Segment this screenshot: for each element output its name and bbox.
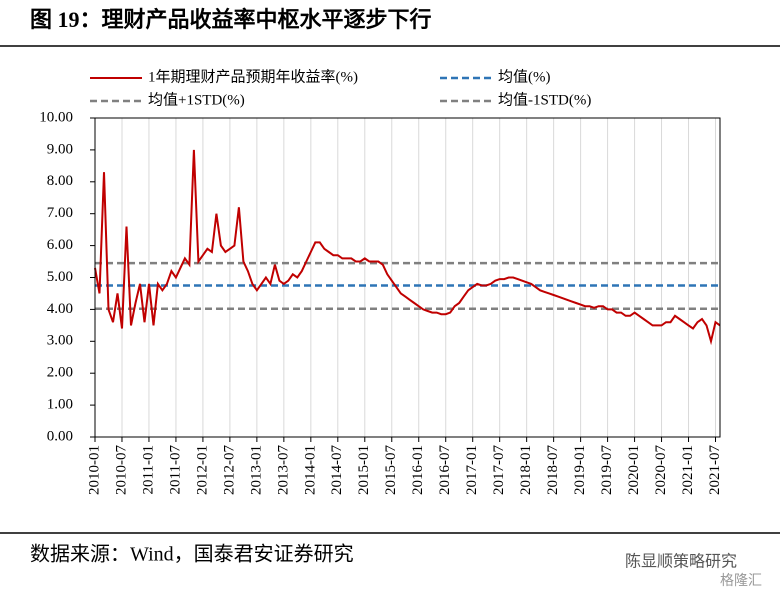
y-tick-label: 1.00 <box>47 397 73 413</box>
x-tick-label: 2018-07 <box>545 445 561 495</box>
watermark: 格隆汇 <box>720 573 762 589</box>
x-tick-label: 2016-01 <box>410 445 426 495</box>
plot-border <box>94 117 721 438</box>
x-tick-label: 2017-01 <box>464 445 480 495</box>
x-tick-label: 2013-01 <box>248 445 264 495</box>
x-tick-label: 2021-07 <box>707 445 723 495</box>
y-tick-label: 6.00 <box>47 237 73 253</box>
x-tick-label: 2011-01 <box>140 445 156 494</box>
x-tick-label: 2010-07 <box>113 445 129 495</box>
y-tick-label: 9.00 <box>47 141 73 157</box>
y-tick-label: 10.00 <box>39 109 73 125</box>
x-tick-label: 2016-07 <box>437 445 453 495</box>
chart-title: 图 19：理财产品收益率中枢水平逐步下行 <box>30 7 432 32</box>
watermark: 陈显顺策略研究 <box>625 553 737 571</box>
x-tick-label: 2019-07 <box>599 445 615 495</box>
x-tick-label: 2021-01 <box>680 445 696 495</box>
series-line <box>94 149 721 346</box>
y-tick-label: 3.00 <box>47 333 73 349</box>
x-tick-label: 2012-01 <box>194 445 210 495</box>
source: 数据来源：Wind，国泰君安证券研究 <box>30 543 354 566</box>
legend-label: 1年期理财产品预期年收益率(%) <box>148 68 358 85</box>
y-tick-label: 0.00 <box>47 428 73 444</box>
x-tick-label: 2020-07 <box>653 445 669 495</box>
y-tick-label: 7.00 <box>47 205 73 221</box>
x-tick-label: 2011-07 <box>167 445 183 495</box>
x-tick-label: 2013-07 <box>275 445 291 495</box>
x-tick-label: 2017-07 <box>491 445 507 495</box>
x-tick-label: 2015-07 <box>383 445 399 495</box>
legend-label: 均值+1STD(%) <box>148 91 245 108</box>
x-tick-label: 2014-07 <box>329 445 345 495</box>
y-tick-label: 8.00 <box>47 173 73 189</box>
legend-label: 均值-1STD(%) <box>498 91 591 108</box>
x-tick-label: 2014-01 <box>302 445 318 495</box>
x-tick-label: 2020-01 <box>626 445 642 495</box>
y-tick-label: 5.00 <box>47 269 73 285</box>
y-tick-label: 4.00 <box>47 301 73 317</box>
x-tick-label: 2019-01 <box>572 445 588 495</box>
plot-area <box>95 118 720 437</box>
legend-label: 均值(%) <box>498 68 551 85</box>
x-tick-label: 2015-01 <box>356 445 372 495</box>
x-tick-label: 2010-01 <box>86 445 102 495</box>
x-tick-label: 2012-07 <box>221 445 237 495</box>
x-tick-label: 2018-01 <box>518 445 534 495</box>
y-tick-label: 2.00 <box>47 365 73 381</box>
